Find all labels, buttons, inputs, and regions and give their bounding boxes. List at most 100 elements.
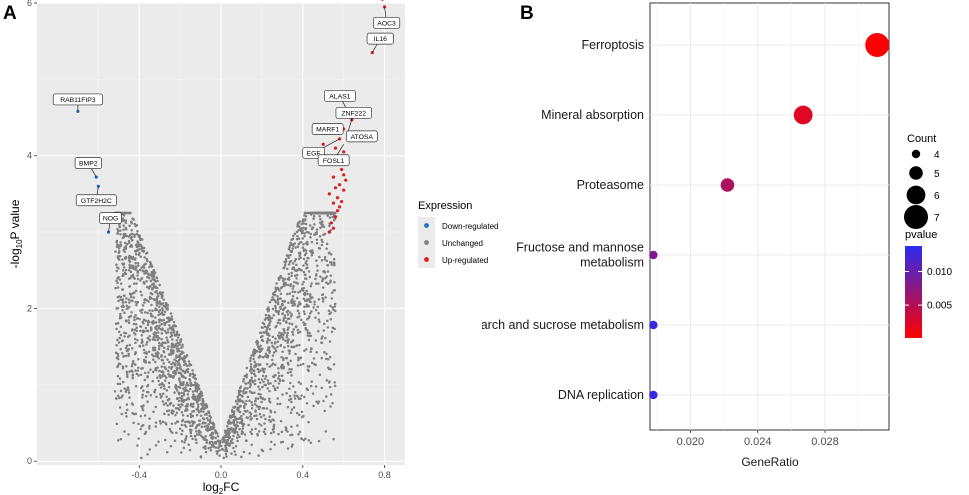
volcano-point-unchanged <box>287 326 290 329</box>
gene-label-text: NOG <box>103 216 118 223</box>
volcano-point-unchanged <box>279 297 282 300</box>
volcano-point-unchanged <box>195 441 198 445</box>
volcano-point-unchanged <box>312 306 315 309</box>
volcano-point-unchanged <box>297 356 300 360</box>
volcano-point-unchanged <box>288 352 291 355</box>
volcano-point-unchanged <box>218 439 222 443</box>
volcano-point-unchanged <box>156 292 159 295</box>
volcano-point-unchanged <box>146 275 149 279</box>
volcano-point-unchanged <box>137 374 140 377</box>
volcano-point-unchanged <box>187 396 190 400</box>
volcano-point-unchanged <box>235 421 239 424</box>
volcano-point-unchanged <box>305 303 309 306</box>
count-legend-label: 6 <box>934 191 940 202</box>
volcano-x-tick-label: 0.4 <box>297 470 310 480</box>
volcano-point-unchanged <box>118 249 121 253</box>
volcano-point-unchanged <box>262 369 265 372</box>
volcano-point-unchanged <box>302 310 306 313</box>
volcano-point-unchanged <box>154 280 158 283</box>
volcano-point-unchanged <box>142 270 145 273</box>
volcano-point-unchanged <box>282 308 285 312</box>
volcano-point-unchanged <box>144 319 148 323</box>
volcano-point-unchanged <box>315 228 319 231</box>
volcano-point-unchanged <box>286 309 290 313</box>
volcano-point-unchanged <box>268 300 272 304</box>
volcano-point-unchanged <box>300 222 303 226</box>
volcano-point-unchanged <box>309 312 312 315</box>
volcano-point-unchanged <box>319 217 322 221</box>
volcano-point-unchanged <box>159 302 162 305</box>
volcano-point-unchanged <box>189 424 192 428</box>
dotplot-category-label: DNA replication <box>558 388 644 402</box>
volcano-point-unchanged <box>203 425 206 428</box>
volcano-point-unchanged <box>154 285 158 289</box>
volcano-point-unchanged <box>131 374 134 377</box>
volcano-point-unchanged <box>302 280 305 284</box>
volcano-point-unchanged <box>128 263 131 267</box>
volcano-point-unchanged <box>298 330 302 334</box>
volcano-point-unchanged <box>333 302 337 306</box>
dotplot-point <box>649 390 658 400</box>
volcano-point-unchanged <box>232 434 235 438</box>
volcano-point-unchanged <box>296 331 300 335</box>
volcano-point-unchanged <box>154 425 158 428</box>
volcano-point-unchanged <box>202 410 205 413</box>
volcano-point-unchanged <box>124 226 128 230</box>
volcano-point-unchanged <box>195 413 199 417</box>
volcano-point-unchanged <box>253 402 257 406</box>
volcano-point-unchanged <box>131 264 135 268</box>
dotplot-category-label: metabolism <box>580 256 644 270</box>
volcano-point-unchanged <box>330 253 333 256</box>
volcano-point-unchanged <box>284 316 287 319</box>
volcano-point-unchanged <box>268 322 271 325</box>
volcano-point-unchanged <box>329 405 332 408</box>
volcano-point-unchanged <box>172 345 176 349</box>
volcano-point-unchanged <box>137 241 140 245</box>
count-legend-label: 4 <box>934 150 940 161</box>
volcano-point-unchanged <box>307 439 311 442</box>
volcano-point-unchanged <box>149 279 153 283</box>
volcano-point-unchanged <box>328 355 332 359</box>
volcano-point-unchanged <box>310 310 313 313</box>
volcano-point-unchanged <box>268 327 271 331</box>
volcano-point-unchanged <box>191 414 195 418</box>
volcano-point-unchanged <box>232 420 236 424</box>
volcano-point-unchanged <box>287 256 290 259</box>
volcano-point-unchanged <box>140 338 144 342</box>
volcano-point-unchanged <box>310 282 313 285</box>
volcano-point-unchanged <box>149 368 152 371</box>
volcano-point-unchanged <box>248 385 252 389</box>
volcano-point-unchanged <box>118 295 121 298</box>
volcano-point-unchanged <box>179 368 183 371</box>
volcano-point-unchanged <box>290 445 294 448</box>
volcano-point-unchanged <box>118 362 122 366</box>
volcano-point-unchanged <box>226 428 229 432</box>
volcano-point-unchanged <box>128 224 131 228</box>
volcano-point-unchanged <box>269 320 272 323</box>
volcano-point-unchanged <box>283 299 286 303</box>
volcano-point-unchanged <box>162 403 166 406</box>
volcano-point-unchanged <box>173 333 177 337</box>
volcano-point-unchanged <box>331 306 334 309</box>
volcano-point-unchanged <box>133 249 137 253</box>
volcano-point-unchanged <box>133 363 137 366</box>
volcano-point-unchanged <box>167 409 171 412</box>
volcano-point-unchanged <box>266 382 270 385</box>
volcano-point-unchanged <box>314 316 317 319</box>
volcano-point-unchanged <box>314 339 318 342</box>
volcano-point-unchanged <box>288 260 292 264</box>
volcano-point-unchanged <box>254 397 258 400</box>
volcano-point-unchanged <box>267 318 270 322</box>
volcano-point-unchanged <box>293 390 297 394</box>
volcano-point-unchanged <box>156 331 160 334</box>
volcano-point-unchanged <box>127 352 130 356</box>
volcano-point-unchanged <box>297 225 301 228</box>
volcano-point-unchanged <box>170 362 173 366</box>
volcano-point-unchanged <box>145 343 148 346</box>
volcano-point-unchanged <box>265 363 269 366</box>
volcano-point-unchanged <box>280 285 284 289</box>
volcano-point-unchanged <box>234 400 238 403</box>
volcano-point-unchanged <box>206 427 210 430</box>
volcano-point-unchanged <box>196 385 200 388</box>
